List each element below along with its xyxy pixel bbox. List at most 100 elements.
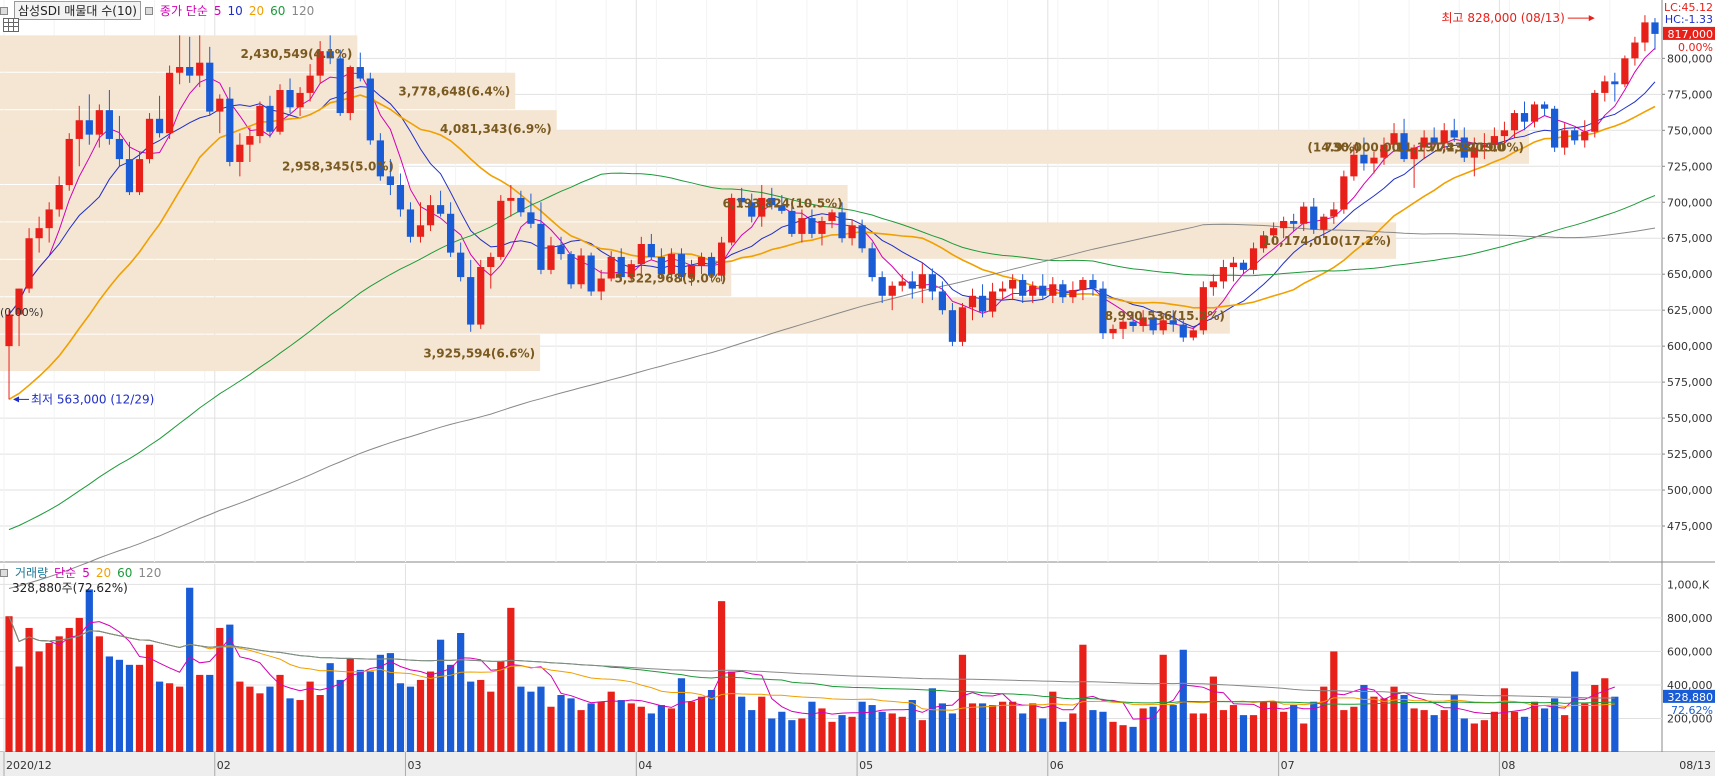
volume-bar — [687, 701, 696, 752]
candle — [1219, 259, 1228, 289]
candle — [1119, 317, 1127, 339]
legend-toggle-icon[interactable] — [0, 6, 8, 15]
candle — [748, 193, 756, 223]
volume-profile-label: 8,990,536(15.2%) — [1105, 309, 1225, 323]
candle-body — [1219, 267, 1228, 282]
candle — [236, 133, 244, 177]
volume-bar — [507, 607, 515, 752]
volume-bar — [788, 720, 796, 752]
volume-bar — [918, 720, 926, 752]
candle-body — [798, 218, 806, 234]
volume-bar — [45, 643, 53, 752]
volume-bar — [447, 664, 455, 752]
volume-bar — [577, 710, 585, 752]
candle — [557, 236, 565, 260]
candle — [246, 127, 254, 162]
volume-ma-label: 단순 — [54, 566, 77, 580]
candle — [45, 202, 53, 243]
candle — [25, 228, 33, 293]
candle-body — [1370, 157, 1378, 164]
volume-bar — [356, 669, 364, 752]
candle-body — [165, 72, 174, 134]
volume-bar — [1480, 720, 1488, 752]
candle-body — [818, 220, 826, 234]
volume-bar — [908, 700, 916, 752]
candle — [216, 94, 224, 134]
volume-bar — [15, 666, 23, 752]
candle — [196, 35, 204, 88]
volume-bar — [1410, 708, 1418, 752]
candle-body — [1179, 324, 1187, 338]
volume-bar — [1280, 711, 1288, 752]
volume-bar — [838, 715, 846, 752]
volume-bar — [778, 711, 786, 752]
volume-bar — [1551, 698, 1559, 752]
ma-period-20: 20 — [248, 3, 265, 18]
extra-label: (14.9%) — [1307, 141, 1360, 155]
volume-profile-bar — [0, 222, 1397, 259]
candle — [95, 104, 103, 148]
candle-body — [1330, 209, 1338, 217]
candle — [1410, 144, 1418, 188]
candle — [898, 274, 906, 292]
extra-label: 774,220.00 — [1429, 141, 1505, 155]
candle-body — [1009, 279, 1017, 289]
volume-bar — [1229, 705, 1238, 752]
volume-bar — [95, 636, 103, 752]
candle — [1029, 281, 1037, 303]
candle-body — [1480, 144, 1488, 148]
volume-bar — [1019, 713, 1027, 752]
candle — [1551, 105, 1559, 152]
candle-body — [507, 197, 515, 201]
volume-legend-toggle-icon[interactable] — [0, 568, 8, 577]
ma-legend-toggle-icon[interactable] — [144, 6, 153, 15]
candle-body — [1641, 22, 1649, 43]
price-legend: 삼성SDI 매물대 수(10) 종가 단순 5 10 20 60 120 — [0, 1, 315, 20]
candle — [768, 187, 776, 210]
volume-bar — [165, 683, 174, 752]
candle-body — [1430, 137, 1438, 144]
volume-bar — [85, 589, 93, 752]
candle — [1259, 231, 1268, 253]
candle — [1129, 311, 1137, 332]
candle — [75, 105, 83, 167]
candle — [728, 193, 736, 246]
volume-bar — [1310, 701, 1318, 752]
volume-bar — [1400, 695, 1408, 752]
volume-bar — [1350, 706, 1358, 752]
candle-body — [366, 78, 374, 141]
volume-bar — [1390, 686, 1398, 752]
volume-tick-label: 1,000,K — [1667, 578, 1710, 591]
grid-table-icon[interactable] — [3, 18, 19, 32]
volume-bar — [1129, 726, 1137, 752]
candle-body — [597, 278, 605, 292]
candle — [467, 259, 475, 332]
volume-profile-label: 3,778,648(6.4%) — [398, 84, 510, 98]
chart-title[interactable]: 삼성SDI 매물대 수(10) — [14, 1, 141, 20]
candle — [1500, 121, 1509, 145]
volume-bar — [336, 679, 344, 752]
volume-bar — [978, 703, 987, 752]
candle-body — [978, 295, 987, 312]
candle — [1189, 326, 1197, 341]
start-pct-label: (0.00%) — [0, 306, 44, 319]
volume-bar — [316, 695, 324, 752]
candle — [1039, 274, 1047, 301]
candle-body — [1561, 130, 1569, 148]
candle — [948, 302, 957, 347]
candle — [848, 219, 856, 246]
volume-bar — [1370, 696, 1378, 752]
candle-body — [457, 252, 465, 278]
candle — [85, 94, 93, 145]
volume-bar — [467, 681, 475, 752]
candle — [447, 202, 455, 257]
volume-bar — [597, 701, 605, 752]
volume-ma-period-5: 5 — [82, 565, 90, 580]
volume-bar — [1239, 715, 1248, 752]
candle — [1049, 277, 1057, 303]
candle-body — [1209, 281, 1217, 288]
candle-body — [1099, 288, 1107, 334]
candle-body — [677, 254, 686, 278]
volume-pct-label: 72.62% — [1671, 704, 1713, 717]
candle-body — [346, 66, 354, 114]
